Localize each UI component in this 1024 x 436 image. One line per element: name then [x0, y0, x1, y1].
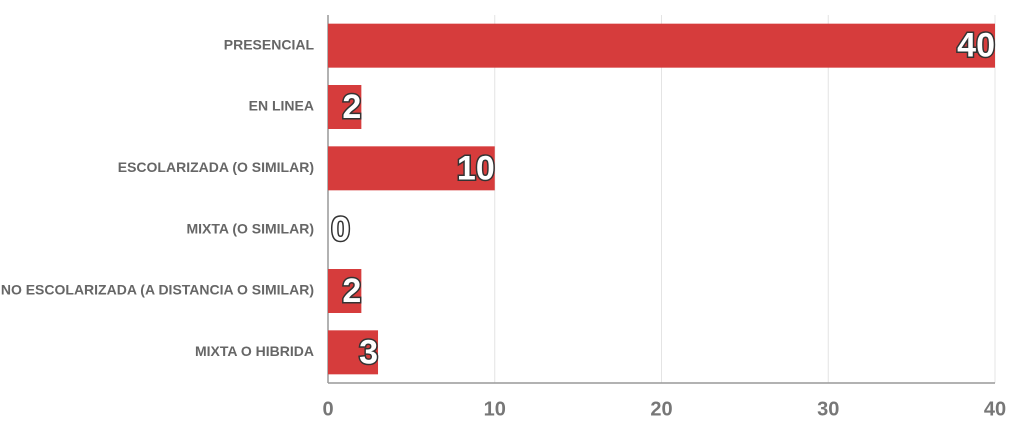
y-tick-label: ESCOLARIZADA (O SIMILAR): [118, 159, 314, 175]
x-tick-label: 40: [984, 398, 1006, 420]
y-tick-label: MIXTA (O SIMILAR): [186, 220, 314, 236]
x-tick-label: 30: [817, 398, 839, 420]
y-tick-label: NO ESCOLARIZADA (A DISTANCIA O SIMILAR): [1, 282, 314, 298]
data-label: 40: [957, 27, 995, 65]
bar: [328, 269, 362, 313]
bar: [328, 85, 362, 129]
x-tick-label: 0: [322, 398, 333, 420]
y-tick-label: EN LINEA: [249, 98, 314, 114]
y-tick-label: MIXTA O HIBRIDA: [195, 343, 314, 359]
data-label: 3: [359, 333, 378, 371]
x-tick-label: 20: [650, 398, 672, 420]
data-label: 10: [457, 149, 495, 187]
bar: [328, 146, 495, 191]
bar: [328, 23, 995, 68]
bar: [328, 330, 379, 375]
data-label: 2: [342, 272, 361, 310]
data-label: 0: [331, 211, 350, 249]
y-tick-label: PRESENCIAL: [224, 36, 315, 52]
x-tick-label: 10: [484, 398, 506, 420]
data-label: 2: [342, 88, 361, 126]
